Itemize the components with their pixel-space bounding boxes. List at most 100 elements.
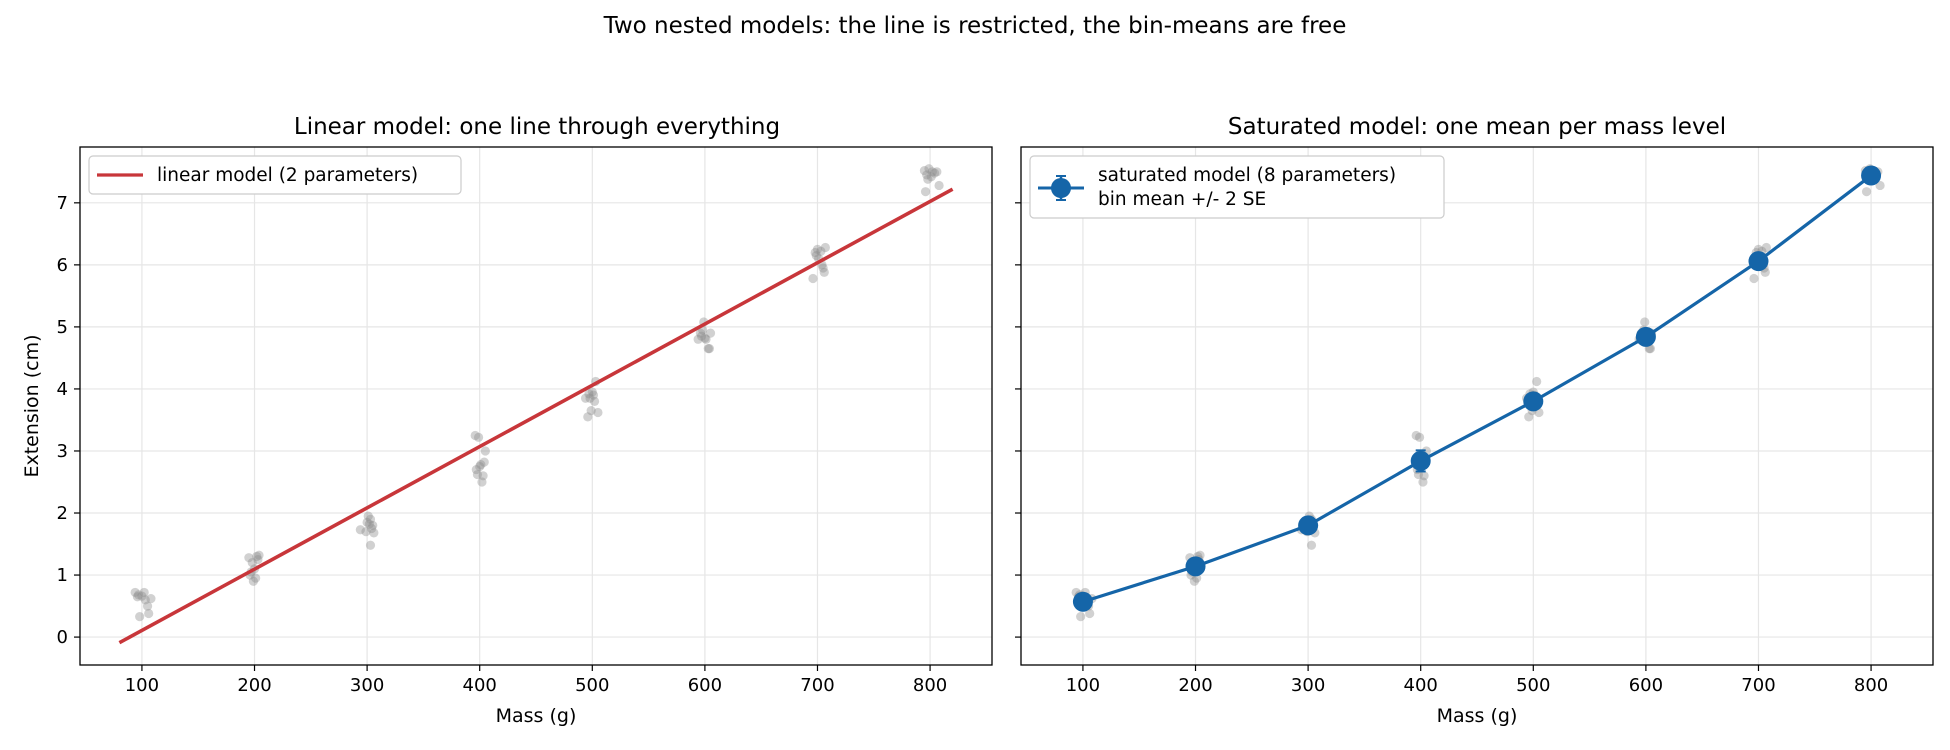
data-point (1761, 242, 1771, 253)
data-point (480, 446, 490, 456)
panel-2-y-ticks (1015, 202, 1021, 638)
data-point (476, 460, 486, 470)
data-point (700, 333, 710, 343)
data-point (695, 328, 705, 338)
data-point (133, 590, 144, 600)
panel-1-marks (118, 187, 954, 645)
data-point (247, 558, 257, 568)
data-point (470, 430, 480, 441)
data-point (1306, 540, 1317, 550)
data-point (367, 523, 377, 534)
x-tick-label: 100 (1066, 675, 1100, 696)
data-point (478, 471, 488, 481)
data-point (820, 242, 830, 253)
panel-2-legend-box (1029, 155, 1445, 219)
data-point (477, 477, 487, 487)
data-point (920, 187, 931, 197)
data-point (811, 250, 821, 261)
x-tick-label: 800 (1854, 675, 1888, 696)
panel-2-marks (1072, 165, 1882, 612)
data-point (693, 334, 703, 344)
saturated-model-panel: Saturated model: one mean per mass level… (1015, 114, 1934, 727)
bin-mean-marker (1410, 450, 1431, 471)
data-point (704, 344, 714, 354)
panel-1-x-label: Mass (g) (496, 705, 577, 727)
data-point (696, 331, 707, 341)
data-point (368, 520, 378, 531)
data-point (471, 464, 481, 475)
figure-suptitle: Two nested models: the line is restricte… (603, 13, 1347, 39)
x-tick-label: 600 (688, 675, 722, 696)
bin-mean-marker (1072, 591, 1093, 612)
data-point (1419, 471, 1429, 481)
panel-2-x-label: Mass (g) (1437, 705, 1518, 727)
panel-2-grid (1021, 147, 1933, 665)
data-point (808, 273, 818, 284)
data-point (130, 587, 140, 598)
data-point (818, 263, 828, 273)
panel-1-x-ticks: 100 200 300 400 500 600 700 800 (125, 665, 947, 696)
data-point (369, 528, 379, 538)
data-point (588, 390, 599, 400)
data-point (580, 393, 591, 403)
x-tick-label: 400 (463, 675, 497, 696)
panel-2-legend-marker-swatch (1051, 178, 1071, 198)
data-point (139, 587, 149, 598)
data-point (142, 601, 153, 611)
data-point (812, 244, 823, 254)
data-point (926, 172, 936, 182)
panel-1-y-ticks: 0 1 2 3 4 5 6 7 (57, 193, 80, 648)
x-tick-label: 400 (1404, 675, 1438, 696)
panel-1-frame (79, 146, 993, 666)
data-point (475, 461, 485, 472)
y-tick-label: 6 (57, 255, 68, 276)
panel-1-y-label: Extension (cm) (21, 334, 43, 477)
data-point (365, 514, 376, 524)
bin-mean-marker (1298, 515, 1319, 536)
data-point (1640, 317, 1650, 327)
data-point (703, 344, 713, 354)
data-point (816, 246, 826, 256)
data-point (584, 389, 594, 399)
data-point (924, 164, 934, 174)
data-point (919, 165, 930, 176)
data-point (1875, 180, 1885, 191)
panel-2-data-points (1071, 164, 1885, 622)
x-tick-label: 100 (125, 675, 159, 696)
data-point (929, 168, 940, 178)
data-point (251, 573, 261, 583)
x-tick-label: 600 (1629, 675, 1663, 696)
data-point (144, 608, 154, 619)
data-point (254, 550, 264, 560)
data-point (587, 387, 597, 397)
panel-1-data-points (130, 164, 944, 622)
data-point (1411, 430, 1421, 441)
data-point (252, 551, 262, 562)
data-point (810, 247, 820, 258)
bin-mean-marker (1635, 326, 1656, 347)
data-point (1414, 432, 1425, 442)
y-tick-label: 0 (57, 627, 68, 648)
y-tick-label: 1 (57, 565, 68, 586)
data-point (472, 469, 483, 480)
y-tick-label: 5 (57, 317, 68, 338)
bin-mean-marker (1861, 165, 1882, 186)
panel-2-legend: saturated model (8 parameters) bin mean … (1029, 155, 1445, 219)
data-point (244, 553, 254, 563)
data-point (363, 511, 373, 521)
bin-mean-marker (1748, 251, 1769, 272)
data-point (701, 334, 711, 344)
data-point (253, 554, 263, 565)
y-tick-label: 4 (57, 379, 68, 400)
data-point (1189, 576, 1199, 586)
x-tick-label: 300 (350, 675, 384, 696)
data-point (819, 267, 829, 277)
x-tick-label: 300 (1291, 675, 1325, 696)
data-point (1861, 187, 1872, 197)
data-point (361, 527, 371, 537)
linear-fit-line (118, 187, 954, 645)
x-tick-label: 200 (1178, 675, 1212, 696)
x-tick-label: 700 (800, 675, 834, 696)
data-point (248, 576, 258, 586)
